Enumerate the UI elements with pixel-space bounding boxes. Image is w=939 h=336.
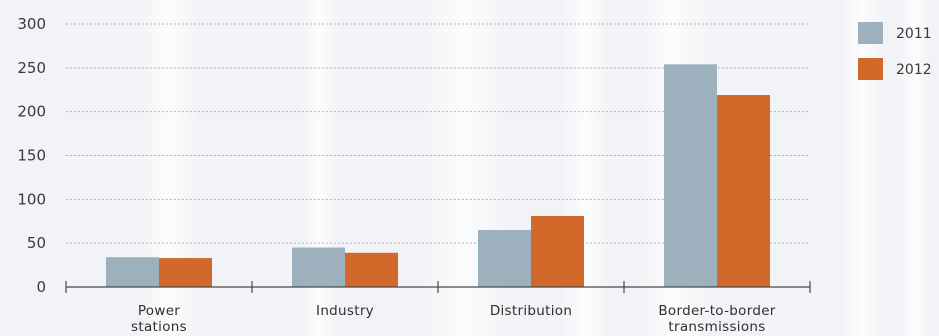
bars: [106, 64, 770, 288]
legend-swatch-2012: [858, 58, 883, 80]
y-tick-label: 200: [17, 103, 46, 121]
bar-2012: [345, 252, 398, 287]
y-tick-label: 250: [17, 59, 46, 77]
category-label: Industry: [316, 303, 374, 319]
legend-label-2012: 2012: [896, 62, 932, 78]
y-tick-label: 300: [17, 15, 46, 33]
bar-2011: [292, 247, 345, 287]
category-label: Distribution: [490, 303, 572, 319]
category-labels: Power stations Industry Distribution Border-…: [131, 303, 775, 335]
y-tick-label: 100: [17, 190, 46, 208]
category-label: Border-to-border transmissions: [658, 303, 775, 335]
bar-2011: [478, 230, 531, 287]
bar-2012: [159, 258, 212, 287]
category-label: Power stations: [131, 303, 187, 335]
legend-label-2011: 2011: [896, 26, 932, 42]
background-streak: [840, 0, 885, 336]
legend: 2011 2012: [858, 22, 932, 80]
bar-2012: [717, 95, 770, 287]
background-streak: [900, 0, 930, 336]
bar-2011: [664, 64, 717, 288]
bar-2012: [531, 215, 584, 287]
y-tick-label: 0: [36, 278, 46, 296]
y-tick-label: 150: [17, 147, 46, 165]
bar-2011: [106, 257, 159, 287]
y-axis-ticks: 0 50 100 150 200 250 300: [17, 15, 46, 296]
y-tick-label: 50: [27, 234, 46, 252]
x-axis: [65, 281, 811, 293]
legend-swatch-2011: [858, 22, 883, 44]
